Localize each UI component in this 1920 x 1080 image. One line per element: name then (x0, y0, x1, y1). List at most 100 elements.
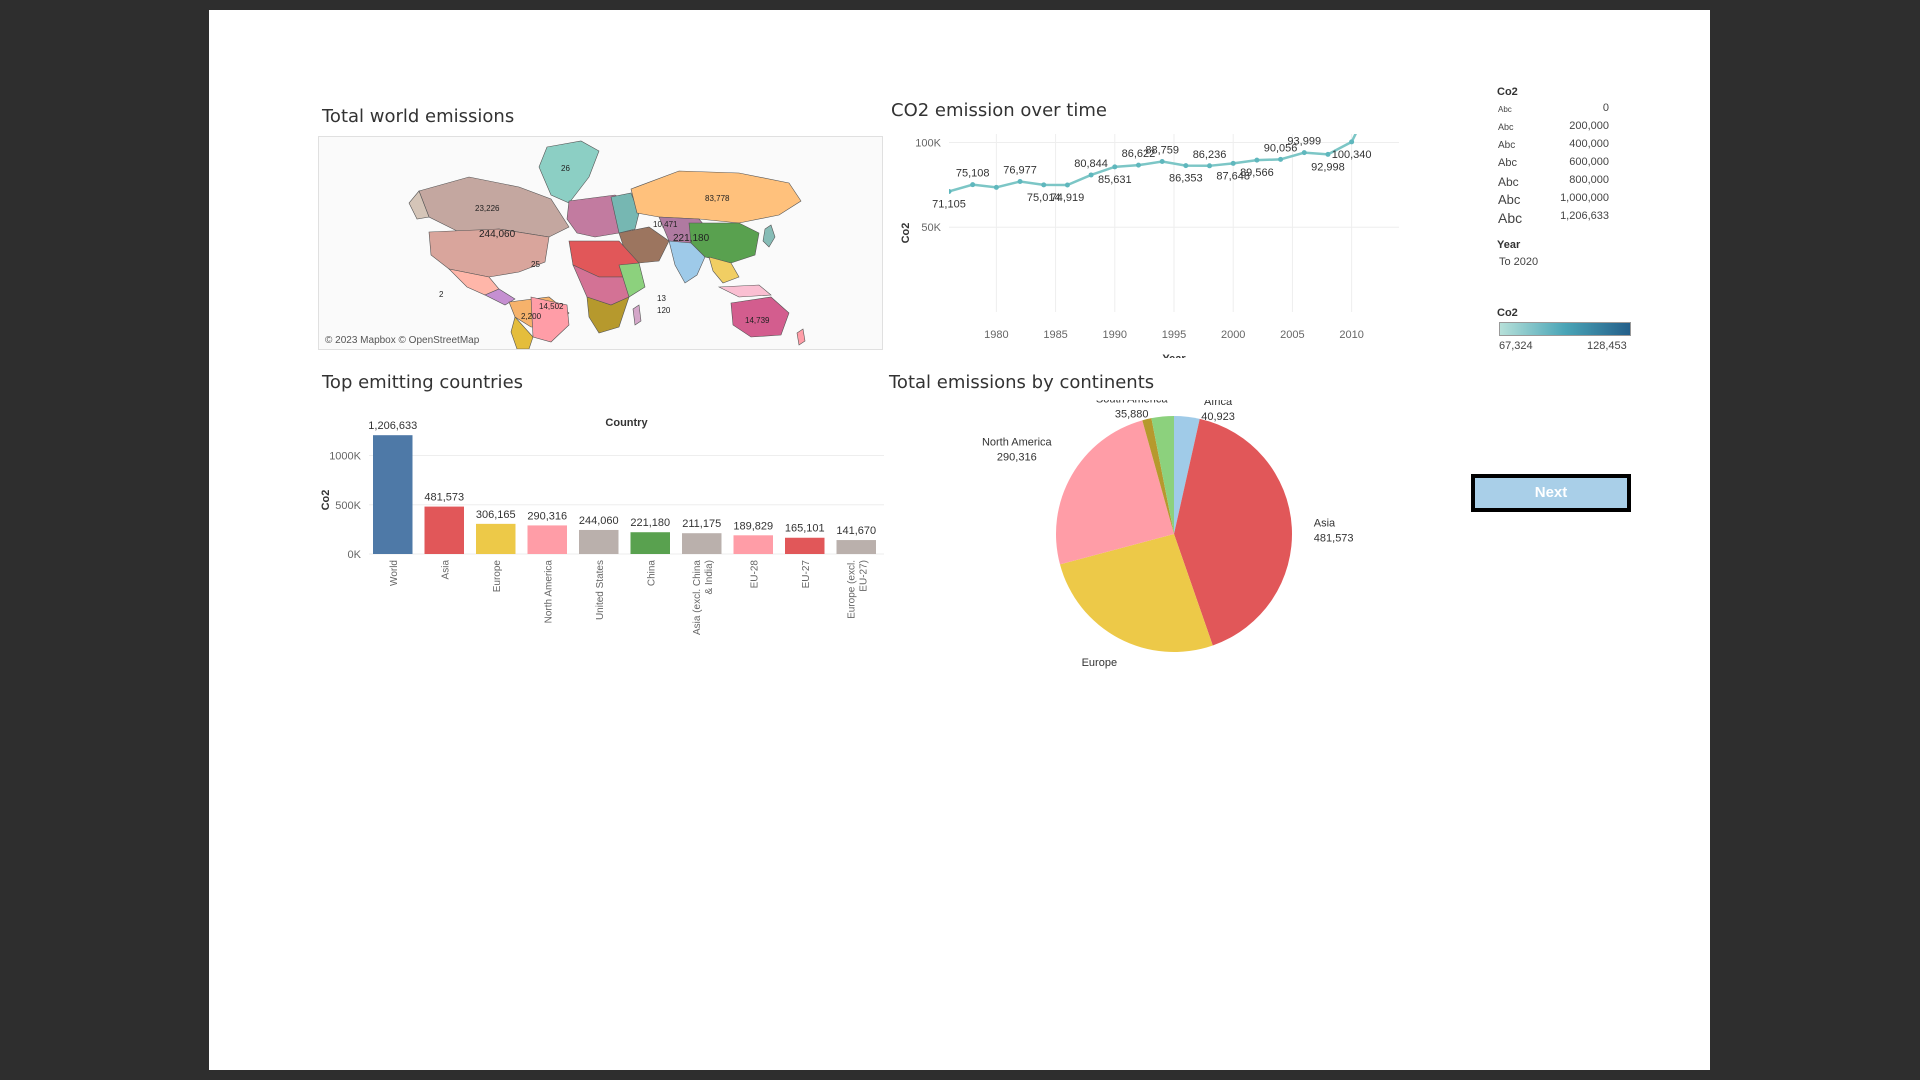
bar-value-label: 306,165 (476, 509, 516, 521)
data-label: 92,998 (1311, 161, 1345, 173)
data-point (1349, 139, 1355, 145)
map-australia (730, 296, 790, 338)
y-axis-label: Co2 (320, 490, 332, 511)
map-labels: 26 83,778 23,226 244,060 221,180 10,471 … (439, 164, 770, 325)
pie-value-label: 290,316 (997, 452, 1037, 464)
line-title: CO2 emission over time (891, 100, 1107, 121)
x-tick-label: 2005 (1280, 329, 1304, 341)
map-africa-east (618, 262, 646, 298)
map-label: 10,471 (653, 220, 678, 229)
data-label: 75,014 (1027, 192, 1061, 204)
x-tick-label: 1995 (1162, 329, 1186, 341)
map-label: 244,060 (479, 229, 516, 240)
size-legend-sample: Abc (1498, 104, 1512, 114)
y-tick-label: 100K (915, 137, 941, 149)
data-point (1254, 157, 1260, 163)
map-greenland (538, 140, 600, 204)
bar-value-label: 165,101 (785, 523, 825, 535)
map-label: 2,200 (521, 312, 542, 321)
map-south-america-s (510, 316, 534, 349)
map-madagascar (632, 304, 642, 326)
data-point (1064, 182, 1070, 188)
map-usa (428, 228, 550, 278)
map-svg: 26 83,778 23,226 244,060 221,180 10,471 … (408, 140, 806, 349)
map-europe-east (610, 192, 640, 234)
data-label: 89,566 (1240, 167, 1274, 179)
data-label: 86,236 (1193, 149, 1227, 161)
y-tick-label: 1000K (329, 451, 361, 463)
color-legend-max: 128,453 (1587, 340, 1627, 352)
bar-value-label: 244,060 (579, 515, 619, 527)
pie-value-label: 481,573 (1314, 533, 1354, 545)
data-point (1325, 151, 1331, 157)
category-label: EU-27 (801, 560, 812, 589)
data-point (1183, 163, 1189, 169)
pie-slice (1059, 534, 1213, 652)
pie-value-label: 40,923 (1201, 411, 1235, 423)
size-legend-value: 1,206,633 (1560, 210, 1609, 222)
category-label: United States (595, 560, 606, 620)
year-filter-value[interactable]: To 2020 (1499, 256, 1539, 268)
category-label: Asia (440, 560, 451, 580)
data-point (1088, 172, 1094, 178)
size-legend-value: 0 (1602, 102, 1609, 114)
y-axis-label: Co2 (900, 223, 912, 244)
pie-slice (1151, 416, 1174, 534)
size-legend-value: 400,000 (1569, 138, 1609, 150)
pie-slice (1174, 416, 1200, 534)
map-central-america (484, 288, 516, 306)
map-nz (796, 328, 806, 346)
category-label: Europe (excl. (846, 560, 857, 619)
data-point (949, 188, 952, 194)
y-tick-label: 50K (921, 222, 941, 234)
map-canada (418, 176, 570, 238)
data-point (1159, 159, 1165, 165)
data-label: 75,108 (956, 168, 990, 180)
bar-value-label: 221,180 (630, 517, 670, 529)
pie-slice (1056, 420, 1174, 565)
data-label: 71,105 (932, 198, 966, 210)
bar-value-label: 189,829 (733, 520, 773, 532)
pie-value-label: 35,880 (1115, 409, 1149, 421)
map-alaska (408, 190, 430, 220)
map-label: 13 (657, 294, 666, 303)
x-axis-label: Year (1162, 353, 1186, 358)
x-tick-label: 1990 (1103, 329, 1127, 341)
map-label: 2 (439, 290, 444, 299)
size-legend-sample: Abc (1498, 122, 1514, 132)
bar (785, 537, 825, 554)
size-legend-sample: Abc (1498, 192, 1521, 207)
map-label: 83,778 (705, 194, 730, 203)
color-legend-min: 67,324 (1499, 340, 1533, 352)
map-africa-south (586, 296, 630, 334)
map-india (668, 240, 706, 284)
bar-value-label: 141,670 (836, 525, 876, 537)
data-label: 100,340 (1332, 149, 1372, 161)
line-chart: 1980 1985 1990 1995 2000 2005 2010 50K 100K Year C… (900, 134, 1399, 358)
size-legend-sample: Abc (1498, 139, 1516, 151)
map-label: 120 (657, 306, 671, 315)
line-series (949, 134, 1357, 194)
map-label: 221,180 (673, 233, 710, 244)
size-legend-value: 600,000 (1569, 156, 1609, 168)
dashboard-canvas: Total world emissions (209, 10, 1710, 1070)
pie-slice (1174, 418, 1292, 646)
bar (836, 540, 876, 554)
map-credit: © 2023 Mapbox © OpenStreetMap (325, 335, 480, 346)
map-japan (762, 224, 776, 248)
x-tick-label: 1980 (984, 329, 1008, 341)
world-map[interactable]: 26 83,778 23,226 244,060 221,180 10,471 … (318, 136, 883, 350)
next-button[interactable]: Next (1471, 474, 1631, 512)
map-label: 25 (531, 260, 540, 269)
category-label: Asia (excl. China (692, 560, 703, 635)
pie-slice-label: Europe (1082, 657, 1117, 669)
map-title: Total world emissions (322, 106, 515, 127)
map-russia (630, 170, 802, 224)
pie-slice (1142, 418, 1174, 534)
data-point (970, 182, 976, 188)
data-label: 74,919 (1051, 192, 1085, 204)
category-label: World (389, 560, 400, 586)
bar-header: Country (605, 417, 648, 429)
bar-value-label: 211,175 (682, 518, 721, 530)
bar-value-label: 1,206,633 (368, 420, 417, 432)
